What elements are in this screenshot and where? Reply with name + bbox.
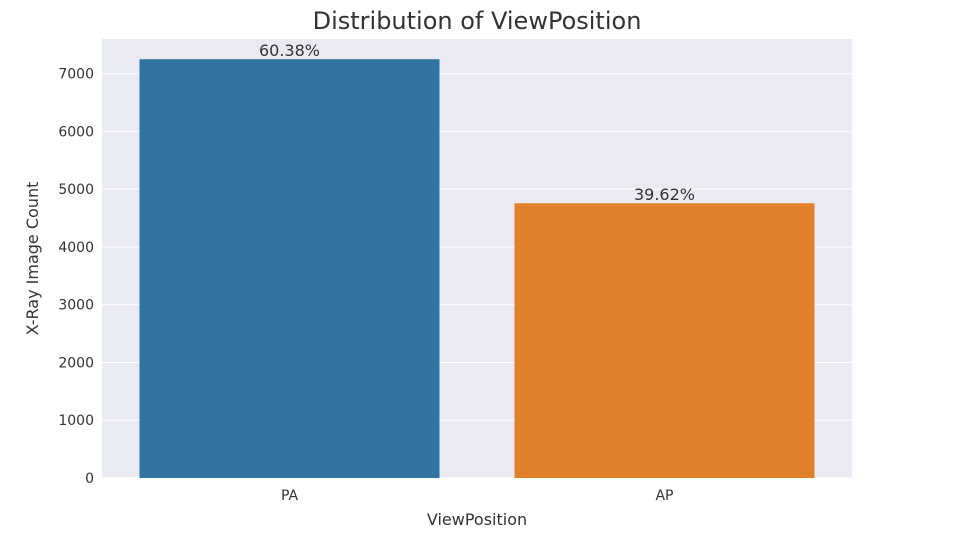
chart-title: Distribution of ViewPosition [313, 7, 642, 35]
y-axis-label: X-Ray Image Count [23, 182, 42, 336]
x-tick-label: PA [281, 488, 299, 504]
y-tick-label: 2000 [58, 355, 94, 371]
y-tick-label: 0 [85, 471, 94, 487]
y-tick-label: 6000 [58, 124, 94, 140]
bar-percentage-label: 39.62% [634, 185, 695, 204]
bar-percentage-label: 60.38% [259, 41, 320, 60]
bar-pa [139, 59, 440, 479]
y-tick-label: 7000 [58, 67, 94, 83]
bar-ap [514, 203, 815, 479]
bars: 60.38% 39.62% [139, 41, 815, 479]
x-tick-label: AP [655, 488, 673, 504]
y-tick-label: 3000 [58, 298, 94, 314]
y-tick-label: 5000 [58, 182, 94, 198]
y-tick-label: 4000 [58, 240, 94, 256]
y-axis-ticks: 0 1000 2000 3000 4000 5000 6000 7000 [58, 67, 94, 487]
y-tick-label: 1000 [58, 413, 94, 429]
x-axis-ticks: PA AP [281, 488, 674, 504]
x-axis-label: ViewPosition [427, 510, 527, 529]
